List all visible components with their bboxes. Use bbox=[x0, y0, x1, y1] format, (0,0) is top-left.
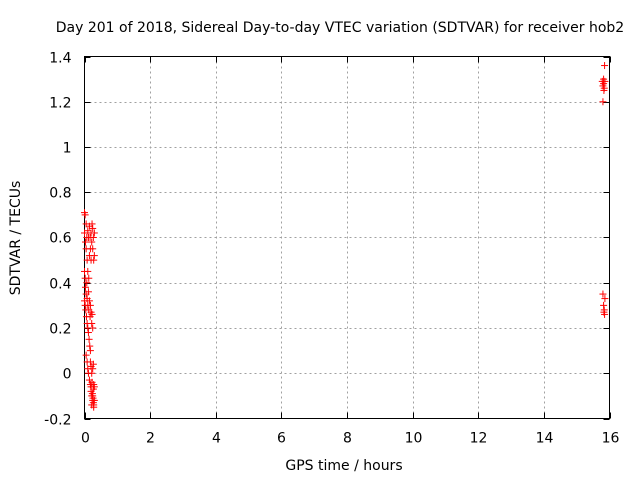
data-point bbox=[90, 229, 98, 237]
data-point bbox=[600, 301, 608, 309]
data-point bbox=[601, 295, 609, 303]
data-point bbox=[84, 288, 92, 296]
data-point bbox=[82, 351, 90, 359]
data-point bbox=[90, 381, 98, 389]
y-tick-label: 0.2 bbox=[49, 322, 71, 338]
data-point bbox=[90, 256, 98, 264]
data-points bbox=[81, 62, 609, 411]
data-point bbox=[89, 245, 97, 253]
data-point bbox=[85, 335, 93, 343]
x-tick-label: 6 bbox=[277, 431, 286, 447]
x-tick-label: 12 bbox=[470, 431, 488, 447]
data-point bbox=[600, 84, 608, 92]
data-point bbox=[81, 211, 89, 219]
data-point bbox=[81, 267, 88, 275]
chart-title: Day 201 of 2018, Sidereal Day-to-day VTE… bbox=[56, 20, 624, 36]
x-tick-label: 14 bbox=[536, 431, 554, 447]
data-point bbox=[599, 290, 607, 298]
x-tick-label: 4 bbox=[212, 431, 221, 447]
data-point bbox=[81, 238, 89, 246]
data-point bbox=[599, 98, 607, 106]
data-point bbox=[83, 319, 91, 327]
data-point bbox=[83, 279, 91, 287]
x-tick-label: 8 bbox=[343, 431, 352, 447]
data-point bbox=[600, 306, 608, 314]
data-point bbox=[84, 329, 92, 337]
data-point bbox=[86, 347, 94, 355]
y-tick-label: 0.4 bbox=[49, 277, 71, 293]
data-point bbox=[86, 342, 94, 350]
data-point bbox=[81, 297, 88, 305]
data-point bbox=[88, 310, 96, 318]
data-point bbox=[88, 390, 96, 398]
data-point bbox=[88, 238, 96, 246]
y-axis-title: SDTVAR / TECUs bbox=[8, 181, 24, 296]
data-point bbox=[88, 369, 96, 377]
data-point bbox=[89, 234, 97, 241]
x-tick-label: 0 bbox=[81, 431, 90, 447]
data-point bbox=[81, 274, 89, 282]
data-point bbox=[89, 360, 97, 368]
data-point bbox=[90, 252, 98, 260]
data-point bbox=[84, 324, 92, 332]
y-tick-label: -0.2 bbox=[44, 413, 71, 429]
data-point bbox=[89, 224, 97, 232]
data-point bbox=[89, 394, 97, 402]
data-point bbox=[82, 313, 90, 321]
y-tick-label: 0.6 bbox=[49, 231, 71, 247]
x-axis-title: GPS time / hours bbox=[285, 458, 402, 474]
x-tick-label: 2 bbox=[146, 431, 155, 447]
x-tick-label: 10 bbox=[405, 431, 423, 447]
data-point bbox=[82, 306, 90, 314]
data-point bbox=[81, 283, 89, 291]
y-tick-label: 0.8 bbox=[49, 186, 71, 202]
y-ticks: -0.2 0 0.2 0.4 0.6 0.8 1 1.2 1.4 bbox=[44, 51, 610, 429]
grid bbox=[84, 56, 610, 419]
data-point bbox=[81, 301, 89, 309]
data-point bbox=[88, 220, 96, 228]
data-point bbox=[601, 62, 609, 70]
y-tick-label: 0 bbox=[63, 367, 72, 383]
y-tick-label: 1 bbox=[63, 141, 72, 157]
data-point bbox=[88, 401, 96, 409]
y-tick-label: 1.4 bbox=[49, 51, 71, 67]
y-tick-label: 1.2 bbox=[49, 96, 71, 112]
x-tick-label: 16 bbox=[602, 431, 620, 447]
x-ticks: 0 2 4 6 8 10 12 14 16 bbox=[81, 56, 620, 447]
data-point bbox=[601, 77, 609, 85]
data-point bbox=[89, 365, 97, 373]
